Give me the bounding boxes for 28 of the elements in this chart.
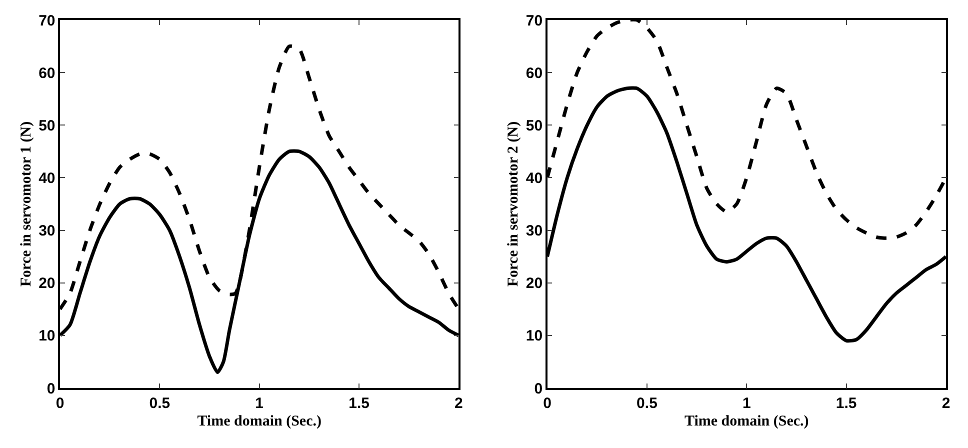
y-tick-label: 0 [534, 380, 543, 398]
y-axis-title: Force in servomotor 1 (N) [18, 121, 34, 287]
x-tick-label: 1 [742, 394, 751, 412]
x-tick-label: 1.5 [836, 394, 857, 412]
y-tick-label: 30 [526, 222, 543, 240]
x-tick-label: 1.5 [348, 394, 370, 412]
x-tick-label: 2 [942, 394, 950, 412]
y-tick-label: 60 [526, 64, 543, 82]
y-tick-label: 70 [38, 12, 56, 30]
x-axis-title: Time domain (Sec.) [197, 413, 322, 430]
x-tick-label: 0.5 [636, 394, 658, 412]
y-tick-label: 20 [526, 275, 543, 292]
x-tick-label: 2 [454, 394, 463, 412]
y-tick-label: 60 [38, 64, 56, 82]
x-tick-label: 1 [255, 394, 264, 412]
y-tick-label: 50 [38, 117, 56, 134]
y-axis-title: Force in servomotor 2 (N) [506, 121, 522, 287]
y-tick-label: 40 [38, 170, 56, 187]
y-tick-label: 0 [46, 380, 56, 398]
y-tick-label: 40 [526, 170, 543, 187]
y-tick-label: 50 [526, 117, 543, 134]
x-axis-title: Time domain (Sec.) [684, 413, 809, 430]
y-tick-label: 10 [526, 328, 543, 345]
y-tick-label: 30 [38, 222, 56, 240]
y-tick-label: 10 [38, 328, 56, 345]
y-tick-label: 20 [38, 275, 56, 292]
y-tick-label: 70 [526, 12, 543, 30]
x-tick-label: 0.5 [149, 394, 170, 412]
